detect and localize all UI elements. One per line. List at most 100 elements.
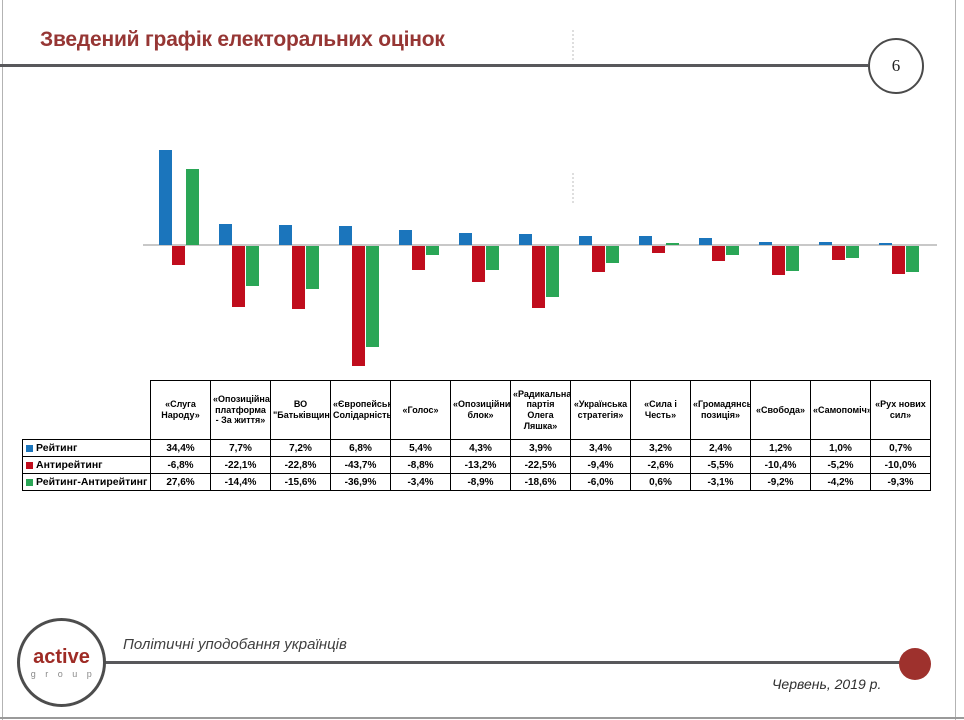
- chart-bar: [486, 246, 499, 270]
- slide-right-edge: [955, 0, 956, 720]
- chart-bar: [532, 246, 545, 308]
- chart-bar: [352, 246, 365, 366]
- value-cell: -18,6%: [510, 473, 571, 491]
- value-cell: -5,2%: [810, 456, 871, 474]
- value-cell: -6,0%: [570, 473, 631, 491]
- table-row: Антирейтинг -6,8% -22,1% -22,8% -43,7% -8,8% -…: [22, 456, 931, 474]
- chart-bar: [879, 243, 892, 245]
- chart-bar: [366, 246, 379, 347]
- chart-zero-axis: [143, 244, 937, 246]
- chart-bar: [832, 246, 845, 260]
- chart-bar: [279, 225, 292, 245]
- value-cell: -15,6%: [270, 473, 331, 491]
- value-cell: 27,6%: [150, 473, 211, 491]
- chart-bar: [426, 246, 439, 255]
- chart-bar: [172, 246, 185, 265]
- active-group-logo: active g r o u p: [17, 618, 106, 707]
- table-row: Рейтинг 34,4% 7,7% 7,2% 6,8% 5,4% 4,3% 3,9% 3,4%…: [22, 439, 931, 457]
- chart-bar: [759, 242, 772, 245]
- party-header-cell: «Голос»: [390, 380, 451, 440]
- value-cell: -9,2%: [750, 473, 811, 491]
- party-header-cell: «Свобода»: [750, 380, 811, 440]
- chart-bar: [472, 246, 485, 282]
- value-cell: -13,2%: [450, 456, 511, 474]
- party-header-cell: «Радикальна партія Олега Ляшка»: [510, 380, 571, 440]
- value-cell: 1,0%: [810, 439, 871, 457]
- party-header-cell: «Рух нових сил»: [870, 380, 931, 440]
- chart-bar: [786, 246, 799, 271]
- chart-bar: [546, 246, 559, 297]
- footer-accent-dot: [899, 648, 931, 680]
- page-number-badge: 6: [868, 38, 924, 94]
- logo-text-active: active: [33, 645, 90, 668]
- chart-bar: [906, 246, 919, 272]
- table-corner-cell: [23, 381, 151, 440]
- value-cell: 1,2%: [750, 439, 811, 457]
- chart-bar: [186, 169, 199, 245]
- chart-bar: [159, 150, 172, 245]
- value-cell: 4,3%: [450, 439, 511, 457]
- value-cell: 34,4%: [150, 439, 211, 457]
- footer-caption: Політичні уподобання українців: [123, 636, 347, 653]
- legend-swatch: [26, 461, 33, 469]
- table-row: Рейтинг-Антирейтинг 27,6% -14,4% -15,6% -36,…: [22, 473, 931, 491]
- value-cell: 3,9%: [510, 439, 571, 457]
- value-cell: 3,4%: [570, 439, 631, 457]
- slide-left-edge: [2, 0, 3, 720]
- page-number: 6: [891, 56, 901, 75]
- value-cell: -22,1%: [210, 456, 271, 474]
- value-cell: -36,9%: [330, 473, 391, 491]
- chart-bar: [339, 226, 352, 245]
- chart-bar: [306, 246, 319, 289]
- value-cell: 0,7%: [870, 439, 931, 457]
- chart-bar: [652, 246, 665, 253]
- chart-bar: [412, 246, 425, 270]
- value-cell: 7,7%: [210, 439, 271, 457]
- series-label-cell: Рейтинг: [22, 439, 151, 457]
- value-cell: 6,8%: [330, 439, 391, 457]
- value-cell: -3,4%: [390, 473, 451, 491]
- value-cell: -10,4%: [750, 456, 811, 474]
- chart-bar: [639, 236, 652, 245]
- value-cell: -22,5%: [510, 456, 571, 474]
- slide-title: Зведений графік електоральних оцінок: [40, 28, 445, 51]
- legend-swatch: [26, 478, 33, 486]
- party-header-cell: «Європейська Солідарність»: [330, 380, 391, 440]
- chart-bar: [712, 246, 725, 261]
- chart-bar: [519, 234, 532, 245]
- series-label-cell: Антирейтинг: [22, 456, 151, 474]
- value-cell: -8,9%: [450, 473, 511, 491]
- ghost-artifact: [572, 173, 574, 203]
- value-cell: 7,2%: [270, 439, 331, 457]
- chart-bar: [699, 238, 712, 245]
- party-header-cell: «Опозиційний блок»: [450, 380, 511, 440]
- chart-bar: [219, 224, 232, 245]
- party-header-cell: «Самопоміч»: [810, 380, 871, 440]
- table-header-row: «Слуга Народу» «Опозиційна платформа - За…: [23, 380, 931, 440]
- series-label-cell: Рейтинг-Антирейтинг: [22, 473, 151, 491]
- party-header-cell: ВО "Батьківщина": [270, 380, 331, 440]
- value-cell: -9,3%: [870, 473, 931, 491]
- chart-bar: [606, 246, 619, 263]
- footer-rule: [103, 661, 903, 664]
- chart-bar: [232, 246, 245, 307]
- logo-text-group: g r o u p: [30, 668, 96, 679]
- chart-bar: [592, 246, 605, 272]
- chart-bar: [892, 246, 905, 274]
- chart-data-table: «Слуга Народу» «Опозиційна платформа - За…: [22, 380, 931, 491]
- chart-bar: [246, 246, 259, 286]
- party-header-cell: «Слуга Народу»: [150, 380, 211, 440]
- chart-bar: [666, 243, 679, 245]
- chart-bar: [772, 246, 785, 275]
- value-cell: -3,1%: [690, 473, 751, 491]
- value-cell: -4,2%: [810, 473, 871, 491]
- value-cell: -6,8%: [150, 456, 211, 474]
- value-cell: -14,4%: [210, 473, 271, 491]
- chart-bar: [846, 246, 859, 258]
- ghost-artifact: [572, 30, 574, 60]
- chart-bar: [819, 242, 832, 245]
- chart-bar: [292, 246, 305, 309]
- electoral-ratings-bar-chart: [143, 140, 937, 380]
- chart-bar: [399, 230, 412, 245]
